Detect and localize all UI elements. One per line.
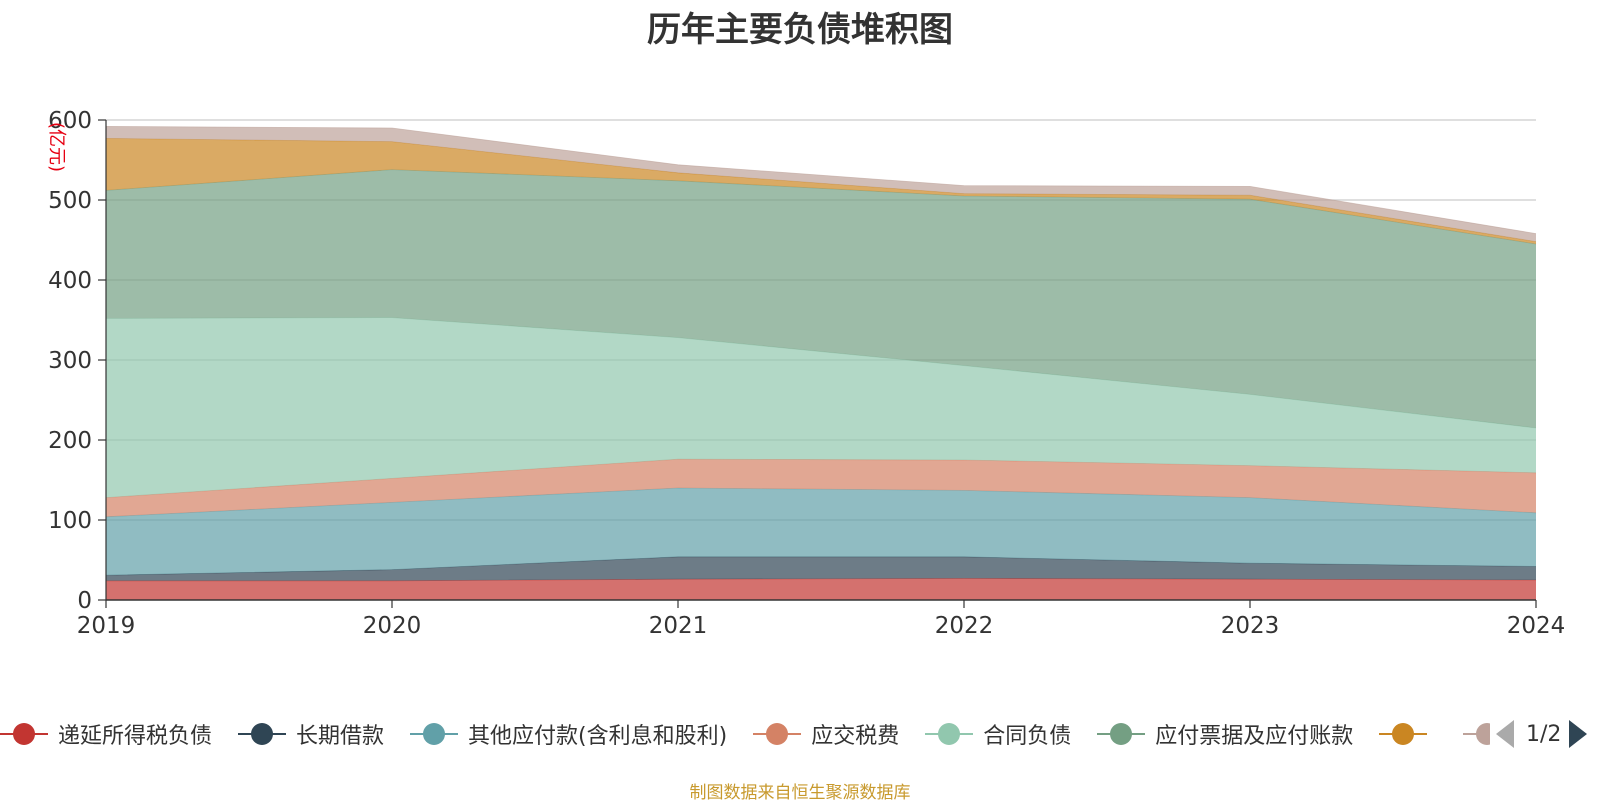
- legend-marker-icon: [1379, 722, 1428, 746]
- legend-label: 应付票据及应付账款: [1155, 724, 1354, 749]
- legend-marker-icon: [1097, 722, 1146, 746]
- y-tick-label: 100: [48, 508, 92, 534]
- legend-label: 递延所得税负债: [58, 724, 213, 749]
- x-tick-label: 2020: [363, 613, 422, 639]
- x-tick-label: 2023: [1221, 613, 1280, 639]
- area-series-8: [106, 126, 1536, 242]
- x-tick-label: 2022: [935, 613, 994, 639]
- y-tick-label: 500: [48, 188, 92, 214]
- legend-marker-icon: [410, 722, 459, 746]
- legend-label: 合同负债: [983, 724, 1072, 749]
- chart-title: 历年主要负债堆积图: [647, 10, 953, 50]
- legend-item[interactable]: [1379, 722, 1437, 746]
- area-series-7: [106, 138, 1536, 244]
- legend-item[interactable]: 应付票据及应付账款: [1097, 718, 1353, 750]
- legend-prev-page-icon[interactable]: [1496, 720, 1514, 748]
- x-tick-label: 2021: [649, 613, 708, 639]
- x-tick-label: 2019: [77, 613, 136, 639]
- legend-marker-icon: [925, 722, 974, 746]
- legend-label: 长期借款: [296, 724, 385, 749]
- legend-item[interactable]: 合同负债: [925, 718, 1071, 750]
- legend: 递延所得税负债 长期借款 其他应付款(含利息和股利) 应交税费 合同负债 应付票据及应付账…: [0, 716, 1600, 752]
- legend-label: 应交税费: [811, 724, 900, 749]
- y-tick-label: 0: [77, 588, 92, 614]
- area-series-1: [106, 578, 1536, 600]
- chart-plot: 0 100 200 300 400 500 600 2019 2020 2021 2022 2023 2…: [46, 108, 1565, 639]
- legend-marker-icon: [238, 722, 287, 746]
- data-source-note: 制图数据来自恒生聚源数据库: [689, 783, 911, 803]
- legend-marker-icon: [753, 722, 802, 746]
- legend-page-indicator: 1/2: [1526, 721, 1562, 747]
- legend-next-page-icon[interactable]: [1569, 720, 1588, 748]
- legend-item[interactable]: 长期借款: [238, 718, 384, 750]
- legend-item[interactable]: 其他应付款(含利息和股利): [410, 718, 727, 750]
- stacked-areas: [105, 126, 1537, 600]
- area-series-6: [106, 169, 1536, 428]
- y-tick-label: 300: [48, 348, 92, 374]
- area-series-5: [106, 317, 1536, 498]
- y-tick-label: 600: [48, 108, 92, 134]
- area-series-3: [106, 488, 1536, 576]
- y-axis-unit-label: (亿元): [46, 122, 67, 172]
- y-tick-label: 200: [48, 428, 92, 454]
- legend-item[interactable]: 应交税费: [753, 718, 899, 750]
- legend-label: 其他应付款(含利息和股利): [468, 724, 728, 749]
- legend-item[interactable]: 递延所得税负债: [0, 718, 212, 750]
- x-tick-label: 2024: [1507, 613, 1566, 639]
- axes: 0 100 200 300 400 500 600 2019 2020 2021 2022 2023 2…: [48, 108, 1565, 639]
- y-tick-label: 400: [48, 268, 92, 294]
- legend-pager: 1/2: [1490, 716, 1600, 752]
- area-series-8-edge: [105, 126, 1537, 234]
- legend-marker-icon: [0, 722, 48, 746]
- area-series-2: [106, 556, 1536, 581]
